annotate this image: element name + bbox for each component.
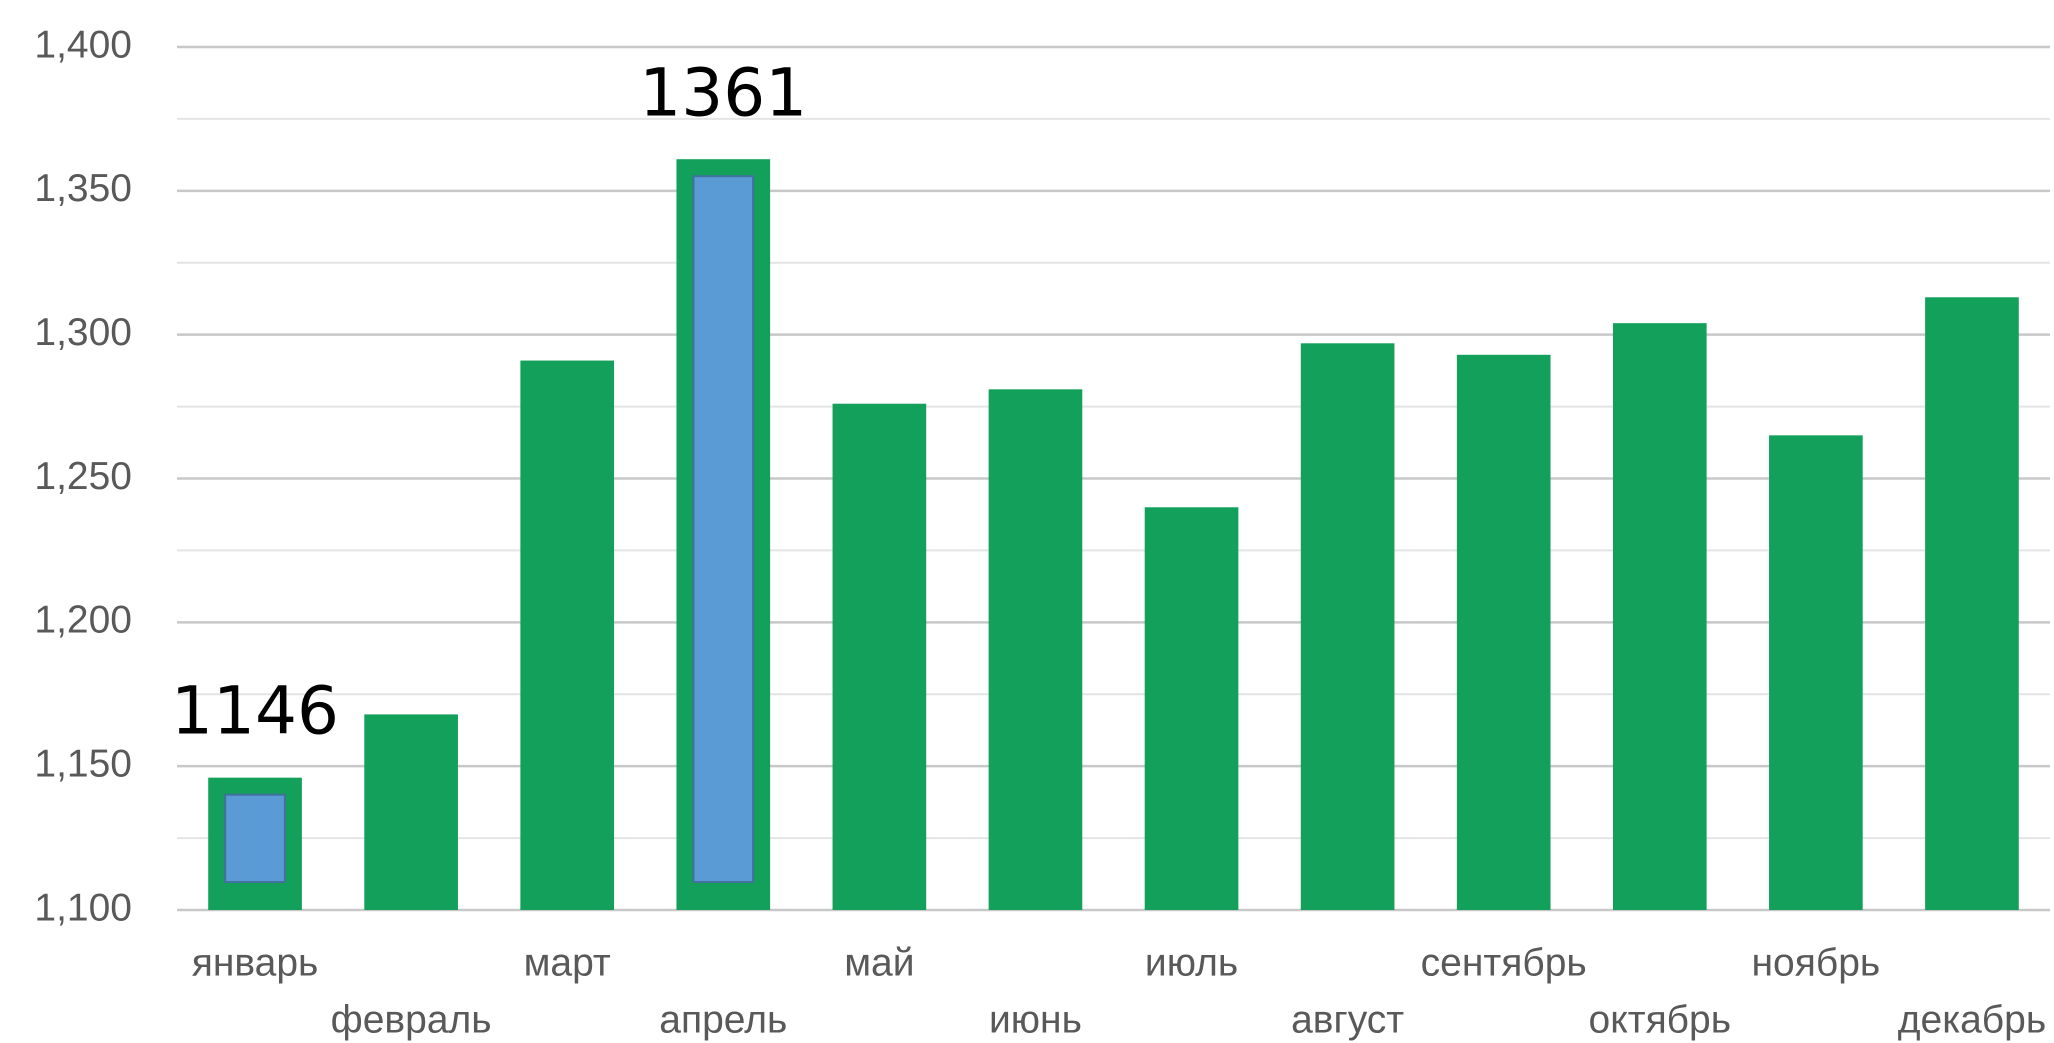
x-tick-label: август bbox=[1291, 998, 1404, 1041]
x-tick-label: декабрь bbox=[1898, 998, 2046, 1041]
x-tick-label: октябрь bbox=[1589, 998, 1732, 1041]
bar bbox=[1300, 343, 1395, 911]
bar-highlight bbox=[692, 175, 755, 883]
bar bbox=[832, 403, 927, 910]
x-tick-label: апрель bbox=[659, 998, 787, 1041]
bar bbox=[1456, 354, 1551, 910]
y-tick-label: 1,400 bbox=[34, 23, 132, 66]
y-tick-label: 1,200 bbox=[34, 599, 132, 642]
bar bbox=[988, 389, 1083, 910]
x-tick-label: сентябрь bbox=[1421, 941, 1587, 984]
x-tick-label: ноябрь bbox=[1752, 941, 1881, 984]
x-tick-label: февраль bbox=[331, 998, 492, 1041]
bar-highlight bbox=[224, 793, 286, 884]
bar bbox=[1612, 323, 1707, 910]
y-tick-label: 1,100 bbox=[34, 886, 132, 929]
y-tick-label: 1,300 bbox=[34, 311, 132, 354]
x-tick-label: июль bbox=[1145, 941, 1238, 984]
bar bbox=[520, 360, 615, 911]
data-label: 1146 bbox=[171, 673, 339, 750]
x-tick-label: март bbox=[524, 941, 611, 984]
bar bbox=[1769, 435, 1863, 910]
bar bbox=[1144, 507, 1239, 910]
y-tick-label: 1,350 bbox=[34, 167, 132, 210]
bar bbox=[364, 714, 458, 910]
bar bbox=[1925, 297, 2019, 910]
y-tick-label: 1,150 bbox=[34, 742, 132, 785]
x-tick-label: январь bbox=[192, 941, 319, 984]
data-label: 1361 bbox=[639, 54, 807, 131]
y-tick-label: 1,250 bbox=[34, 455, 132, 498]
x-tick-label: июнь bbox=[989, 998, 1082, 1041]
x-tick-label: май bbox=[844, 941, 914, 984]
